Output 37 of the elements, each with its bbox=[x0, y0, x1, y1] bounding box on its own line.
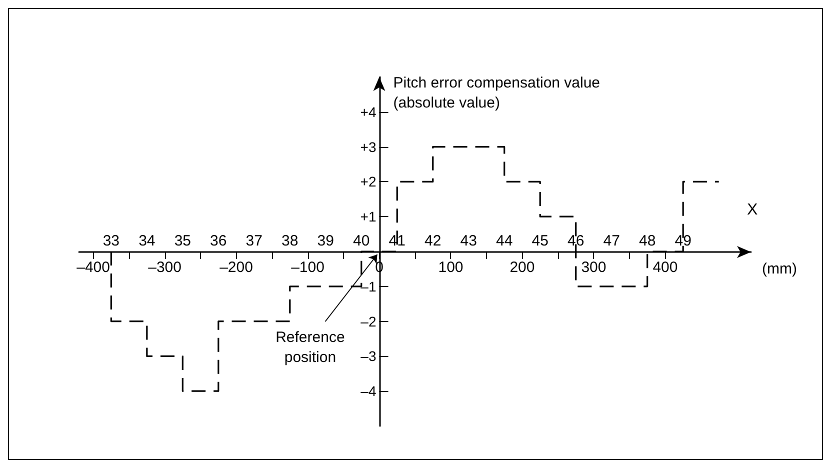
annotation: Reference position bbox=[276, 328, 345, 366]
x2-tick-label: 47 bbox=[603, 232, 620, 250]
x-tick-label: 400 bbox=[652, 259, 678, 276]
x2-tick-label: 35 bbox=[174, 232, 192, 250]
x2-tick-label: 44 bbox=[496, 232, 513, 250]
x-tick-label: –100 bbox=[291, 259, 324, 276]
y-tick-label: +1 bbox=[360, 208, 376, 225]
x2-tick-label: 37 bbox=[246, 232, 262, 250]
y-tick-label: –1 bbox=[360, 278, 376, 294]
x2-tick-label: 49 bbox=[674, 232, 692, 250]
x-tick-label: 200 bbox=[510, 259, 535, 276]
x2-tick-label: 41 bbox=[388, 232, 406, 250]
x2-tick-label: 46 bbox=[568, 232, 584, 250]
y-tick-label: +3 bbox=[360, 138, 376, 155]
x2-tick-label: 48 bbox=[638, 232, 656, 250]
y-tick-label: –3 bbox=[360, 348, 376, 364]
y-tick-label: +2 bbox=[360, 174, 376, 190]
x-tick-label: –200 bbox=[220, 259, 253, 276]
x2-tick-label: 38 bbox=[282, 232, 298, 250]
x2-tick-label: 40 bbox=[353, 232, 370, 250]
x-axis-title: X bbox=[747, 202, 758, 218]
x2-tick-label: 42 bbox=[424, 232, 442, 250]
y-tick-label: –4 bbox=[360, 383, 376, 400]
y-tick-label: +4 bbox=[360, 104, 376, 120]
y-tick-label: –2 bbox=[360, 313, 376, 330]
x2-tick-label: 36 bbox=[210, 232, 227, 250]
x-tick-label: –400 bbox=[76, 259, 110, 276]
x-tick-label: 300 bbox=[581, 259, 606, 276]
x2-tick-label: 45 bbox=[532, 232, 548, 250]
x-tick-label: –300 bbox=[148, 259, 182, 276]
y-axis-title: Pitch error compensation value (absolute value) bbox=[393, 74, 604, 112]
x2-tick-label: 39 bbox=[317, 232, 334, 250]
x2-tick-label: 43 bbox=[460, 232, 477, 250]
x2-tick-label: 33 bbox=[102, 232, 120, 250]
x2-tick-label: 34 bbox=[138, 232, 156, 250]
text: (mm) bbox=[762, 260, 798, 278]
x-tick-label: 100 bbox=[438, 259, 464, 276]
